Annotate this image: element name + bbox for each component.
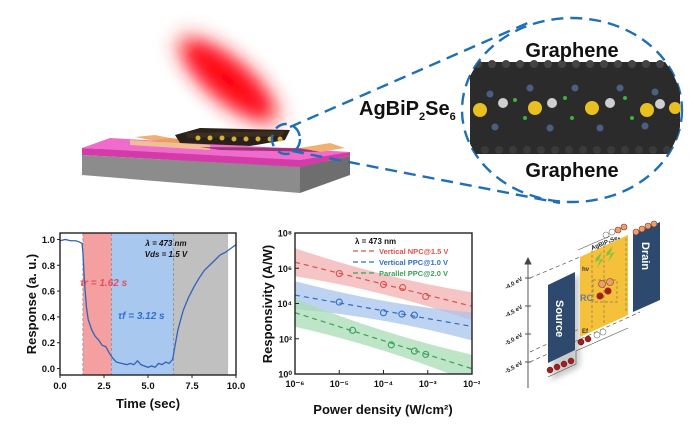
graphene-bottom-label: Graphene <box>525 160 618 182</box>
data-point <box>335 298 343 306</box>
y-tick-label: 10⁶ <box>278 264 292 274</box>
energy-level-2: -4.5 eV <box>504 305 524 320</box>
rc-label: RC <box>580 293 593 303</box>
fit-line <box>295 261 472 307</box>
x-tick-label: 0.0 <box>53 381 66 392</box>
data-point <box>379 280 388 289</box>
annotation-lambda: λ = 473 nm <box>144 239 186 248</box>
zoom-callout <box>270 16 684 205</box>
legend-title: λ = 473 nm <box>355 237 396 246</box>
y-tick-label: 10⁴ <box>278 299 292 309</box>
annotation-tau-r: τr = 1.62 s <box>80 278 128 289</box>
y-tick-label: 0.4 <box>42 312 56 323</box>
energy-axis <box>524 256 532 388</box>
data-point <box>349 326 357 334</box>
x-tick-label: 10⁻⁴ <box>374 379 393 389</box>
legend-label: Parallel PPC@2.0 V <box>379 269 448 278</box>
heterostructure-flake <box>175 128 320 152</box>
x-tick-label: 10.0 <box>227 381 246 392</box>
response-time-chart: 0.0 2.5 5.0 7.5 10.0 0.0 0.2 0.4 0.6 0.8 1.0 λ = 4… <box>24 232 246 411</box>
drain-label: Drain <box>639 242 651 270</box>
band-diagram: -4.0 eV -4.5 eV -5.0 eV -5.5 eV Source h… <box>504 220 660 388</box>
region-fall <box>111 233 174 375</box>
substrate <box>82 138 350 193</box>
y-tick-label: 0.2 <box>42 338 55 349</box>
graphene-top-label: Graphene <box>525 40 618 62</box>
y-tick-label: 0.6 <box>42 287 55 298</box>
laser-beam <box>170 29 286 131</box>
energy-level-4: -5.5 eV <box>504 361 524 376</box>
fit-line <box>295 312 472 370</box>
source-electrode: Source <box>548 272 575 363</box>
y-axis-label: Response (a. u.) <box>24 254 39 354</box>
ef-label: Ef <box>582 329 589 335</box>
fit-line <box>295 294 472 328</box>
data-point <box>422 350 430 358</box>
trapped-carriers <box>596 278 614 300</box>
photon-icon-2 <box>606 246 615 262</box>
crystal-structure <box>470 60 681 154</box>
x-tick-label: 10⁻⁵ <box>330 379 349 389</box>
material-label: AgBiP2Se6 <box>359 98 456 123</box>
annotation-vds: Vds = 1.5 V <box>145 250 188 259</box>
electrons <box>614 220 658 236</box>
data-point <box>422 292 430 301</box>
legend-label: Vertical PPC@1.0 V <box>379 258 448 267</box>
data-point <box>398 310 406 318</box>
y-axis-label: Responsivity (A/W) <box>260 245 275 363</box>
holes <box>546 335 592 374</box>
x-tick-label: 10⁻⁶ <box>286 379 305 389</box>
data-point <box>410 347 418 355</box>
data-point <box>387 341 395 349</box>
data-point <box>379 309 388 317</box>
semiconductor-layer: hν RC Ef <box>580 235 628 337</box>
photon-icon-1 <box>595 252 604 268</box>
drain-electrode: Drain <box>633 222 660 312</box>
y-tick-label: 0.8 <box>42 261 55 272</box>
data-point <box>335 270 343 278</box>
device-schematic: Graphene Graphene AgBiP2Se6 <box>82 16 684 205</box>
region-rise <box>82 233 112 375</box>
x-axis-label: Power density (W/cm²) <box>313 402 452 417</box>
annotation-tau-f: τf = 3.12 s <box>118 311 165 322</box>
series-line-response <box>59 238 237 369</box>
data-point <box>410 311 418 319</box>
x-tick-label: 5.0 <box>141 381 154 392</box>
source-label: Source <box>553 300 565 337</box>
x-tick-label: 10⁻³ <box>419 379 437 389</box>
x-axis-label: Time (sec) <box>116 396 180 411</box>
y-tick-label: 0.0 <box>42 364 55 375</box>
energy-level-1: -4.0 eV <box>504 277 524 292</box>
y-tick-label: 10⁰ <box>278 370 292 380</box>
hv-label: hν <box>582 267 590 273</box>
x-tick-label: 2.5 <box>97 381 111 392</box>
confidence-band <box>295 281 472 341</box>
empty-states <box>593 228 616 339</box>
data-point <box>399 284 407 292</box>
legend-label: Vertical NPC@1.5 V <box>379 247 448 256</box>
responsivity-chart: 10⁻⁶ 10⁻⁵ 10⁻⁴ 10⁻³ 10⁻² 10⁰ 10² 10⁴ 10⁶ 10⁸ λ = … <box>260 229 480 418</box>
energy-level-3: -5.0 eV <box>504 333 524 348</box>
x-tick-label: 7.5 <box>185 381 199 392</box>
y-tick-label: 1.0 <box>42 235 55 246</box>
y-tick-label: 10⁸ <box>278 229 292 239</box>
x-tick-label: 10⁻² <box>463 379 480 389</box>
y-tick-label: 10² <box>279 334 292 344</box>
